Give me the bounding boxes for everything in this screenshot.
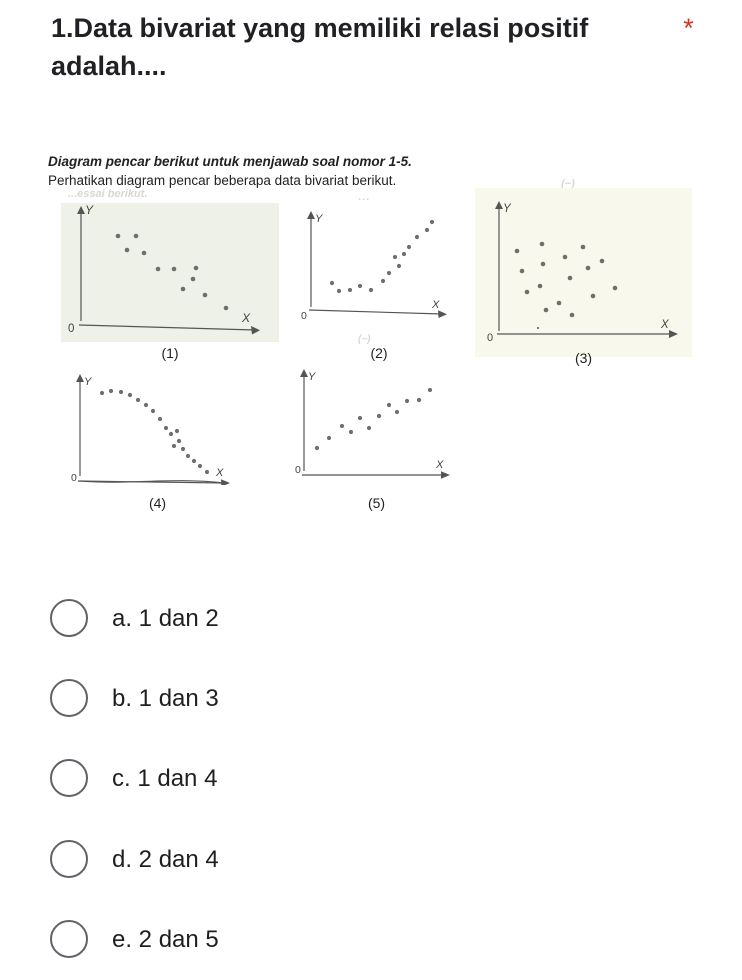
svg-text:0: 0 <box>301 310 307 322</box>
svg-text:Y: Y <box>503 203 512 215</box>
svg-text:0: 0 <box>295 464 301 476</box>
svg-text:Y: Y <box>315 213 323 225</box>
svg-text:0: 0 <box>487 332 493 344</box>
svg-text:Y: Y <box>308 371 316 383</box>
svg-text:X: X <box>435 459 444 471</box>
svg-text:X: X <box>215 467 224 479</box>
svg-text:Y: Y <box>84 376 92 388</box>
svg-text:X: X <box>660 319 670 331</box>
svg-text:0: 0 <box>71 472 77 484</box>
svg-text:X: X <box>431 299 440 311</box>
